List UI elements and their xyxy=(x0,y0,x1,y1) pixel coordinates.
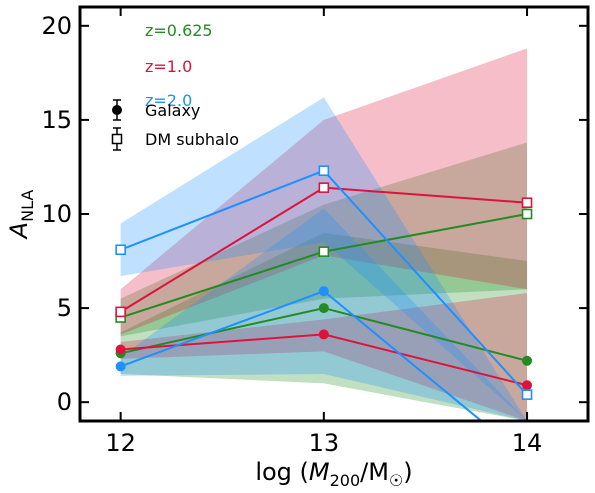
point-subhalo-z10-14 xyxy=(521,197,533,209)
y-tick-label-10: 10 xyxy=(41,200,72,228)
legend-subhalo-marker xyxy=(111,127,123,151)
y-tick-label-15: 15 xyxy=(41,106,72,134)
x-axis-ticks: 12 13 14 xyxy=(105,7,542,457)
point-subhalo-z20-12 xyxy=(115,244,126,256)
point-subhalo-z10-12 xyxy=(115,306,126,318)
point-subhalo-z0625-14 xyxy=(521,208,533,220)
point-subhalo-z10-13 xyxy=(318,182,330,193)
legend-label-dm-subhalo: DM subhalo xyxy=(145,130,239,149)
y-tick-label-20: 20 xyxy=(41,12,72,40)
legend-label-z10: z=1.0 xyxy=(145,57,192,76)
point-galaxy-z20-13 xyxy=(318,286,329,297)
y-tick-label-5: 5 xyxy=(57,294,72,322)
band-galaxy-z10 xyxy=(120,293,528,421)
band-galaxy-z20 xyxy=(120,208,528,421)
point-galaxy-z0625-14 xyxy=(522,355,533,366)
series-markers xyxy=(115,165,533,400)
legend-label-galaxy: Galaxy xyxy=(145,101,200,120)
band-subhalo-z20 xyxy=(120,97,528,421)
legend: z=0.625 z=1.0 z=2.0 Galaxy DM subhalo xyxy=(111,21,239,151)
point-subhalo-z0625-13 xyxy=(318,246,330,257)
point-galaxy-z10-12 xyxy=(115,344,126,355)
x-tick-label-13: 13 xyxy=(309,429,340,457)
legend-label-z20: z=2.0 xyxy=(145,91,192,110)
y-axis-label: ANLA xyxy=(5,190,37,241)
x-tick-label-12: 12 xyxy=(105,429,136,457)
y-axis-ticks: 0 5 10 15 20 xyxy=(41,12,588,416)
legend-galaxy-marker xyxy=(112,99,122,121)
point-galaxy-z10-14 xyxy=(522,380,533,391)
x-axis-label: log (M200/M☉) xyxy=(255,458,412,490)
point-galaxy-z10-13 xyxy=(318,329,329,340)
point-galaxy-z20-12 xyxy=(115,361,126,372)
point-subhalo-z20-13 xyxy=(318,165,330,177)
x-tick-label-14: 14 xyxy=(512,429,543,457)
point-subhalo-z20-14 xyxy=(521,389,533,400)
point-galaxy-z0625-13 xyxy=(318,303,329,314)
band-subhalo-z0625 xyxy=(120,142,528,337)
legend-label-z0625: z=0.625 xyxy=(145,21,213,40)
y-tick-label-0: 0 xyxy=(57,388,72,416)
